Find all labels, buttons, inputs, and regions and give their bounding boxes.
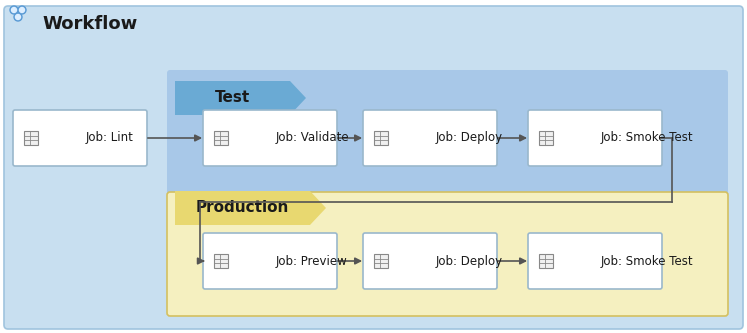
Text: Job: Smoke Test: Job: Smoke Test (601, 254, 694, 267)
FancyBboxPatch shape (203, 233, 337, 289)
FancyBboxPatch shape (363, 110, 497, 166)
FancyBboxPatch shape (528, 233, 662, 289)
FancyBboxPatch shape (214, 254, 228, 268)
Text: Test: Test (215, 91, 250, 106)
Text: Job: Preview: Job: Preview (276, 254, 348, 267)
Circle shape (14, 13, 22, 21)
Text: Job: Deploy: Job: Deploy (436, 254, 503, 267)
Circle shape (18, 6, 26, 14)
Text: Job: Smoke Test: Job: Smoke Test (601, 132, 694, 145)
FancyBboxPatch shape (528, 110, 662, 166)
Text: Workflow: Workflow (42, 15, 137, 33)
FancyBboxPatch shape (167, 192, 728, 316)
FancyBboxPatch shape (539, 131, 553, 145)
Circle shape (11, 8, 16, 13)
Text: Job: Lint: Job: Lint (86, 132, 134, 145)
FancyBboxPatch shape (4, 6, 743, 329)
FancyBboxPatch shape (24, 131, 38, 145)
FancyBboxPatch shape (214, 131, 228, 145)
Polygon shape (175, 191, 326, 225)
Circle shape (16, 15, 20, 20)
Text: Job: Validate: Job: Validate (276, 132, 350, 145)
FancyBboxPatch shape (374, 131, 388, 145)
Polygon shape (175, 81, 306, 115)
Circle shape (10, 6, 18, 14)
FancyBboxPatch shape (363, 233, 497, 289)
Text: Production: Production (196, 200, 289, 215)
Circle shape (19, 8, 25, 13)
FancyBboxPatch shape (203, 110, 337, 166)
FancyBboxPatch shape (13, 110, 147, 166)
FancyBboxPatch shape (167, 70, 728, 206)
Text: Job: Deploy: Job: Deploy (436, 132, 503, 145)
FancyBboxPatch shape (374, 254, 388, 268)
FancyBboxPatch shape (539, 254, 553, 268)
